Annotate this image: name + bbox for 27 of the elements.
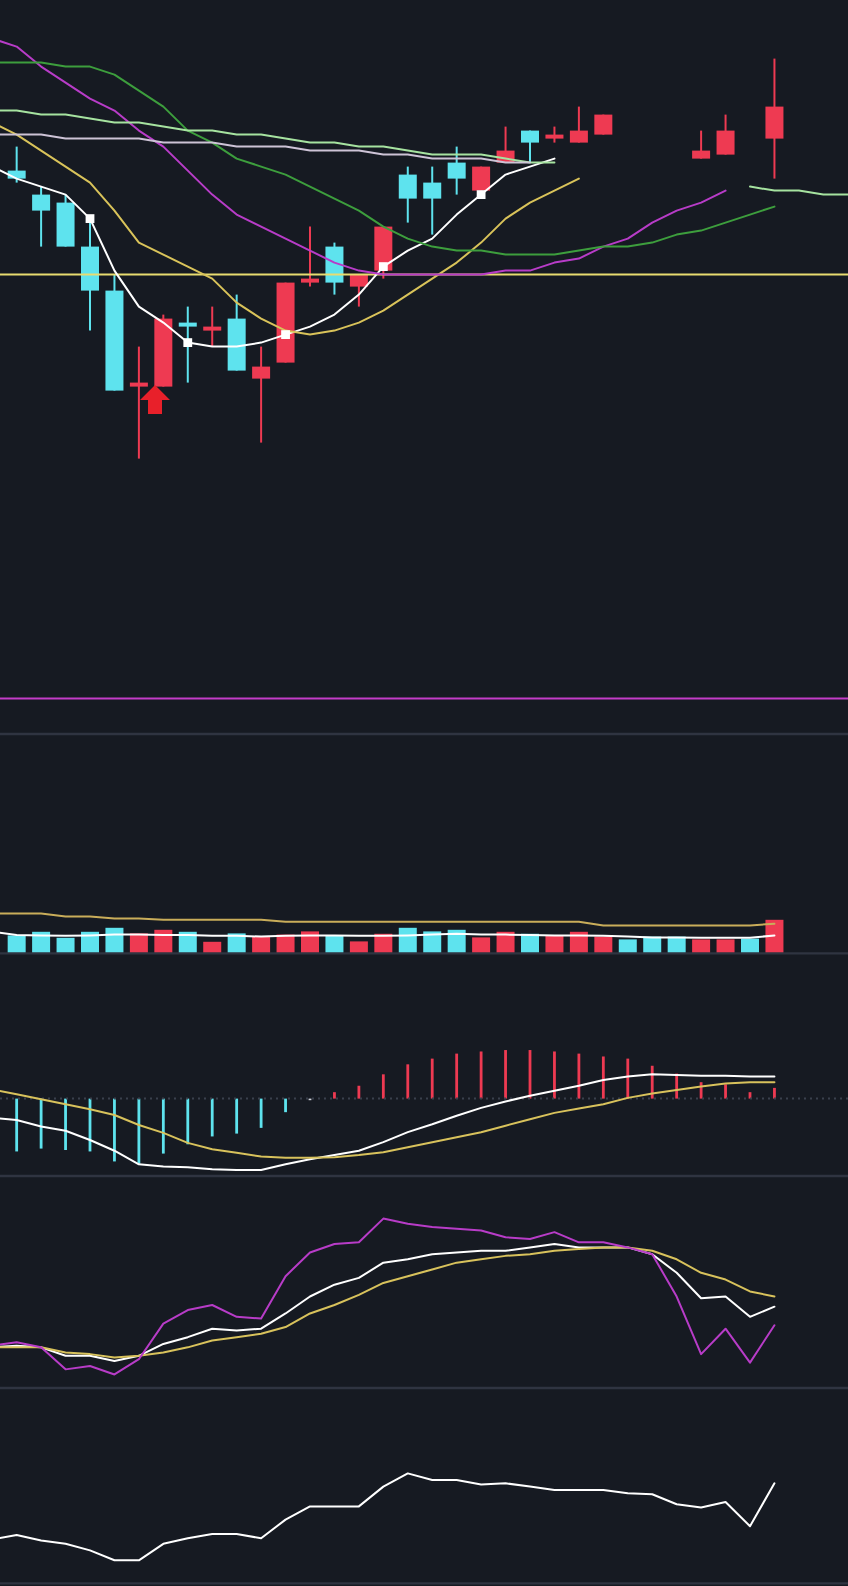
bar (472, 937, 491, 954)
candlestick (301, 225, 319, 288)
point (85, 214, 95, 223)
bar (716, 939, 735, 954)
candlestick (398, 165, 417, 224)
candlestick (765, 57, 784, 180)
bar (618, 939, 637, 954)
candlestick (81, 217, 99, 332)
candlestick (203, 305, 222, 348)
candlestick (252, 345, 271, 444)
bar (56, 937, 75, 954)
candlestick (56, 193, 75, 248)
bar (692, 939, 711, 954)
bar (7, 935, 26, 954)
candlestick (423, 165, 442, 236)
candlestick (569, 105, 588, 144)
candlestick (716, 113, 735, 156)
candlestick (692, 129, 711, 160)
point (183, 338, 193, 347)
bar (349, 941, 368, 954)
candlestick (521, 129, 539, 164)
candlestick (32, 185, 51, 248)
candlestick (447, 145, 466, 196)
candlestick (129, 345, 148, 460)
point (476, 190, 486, 199)
point (281, 330, 290, 339)
point (378, 262, 388, 271)
